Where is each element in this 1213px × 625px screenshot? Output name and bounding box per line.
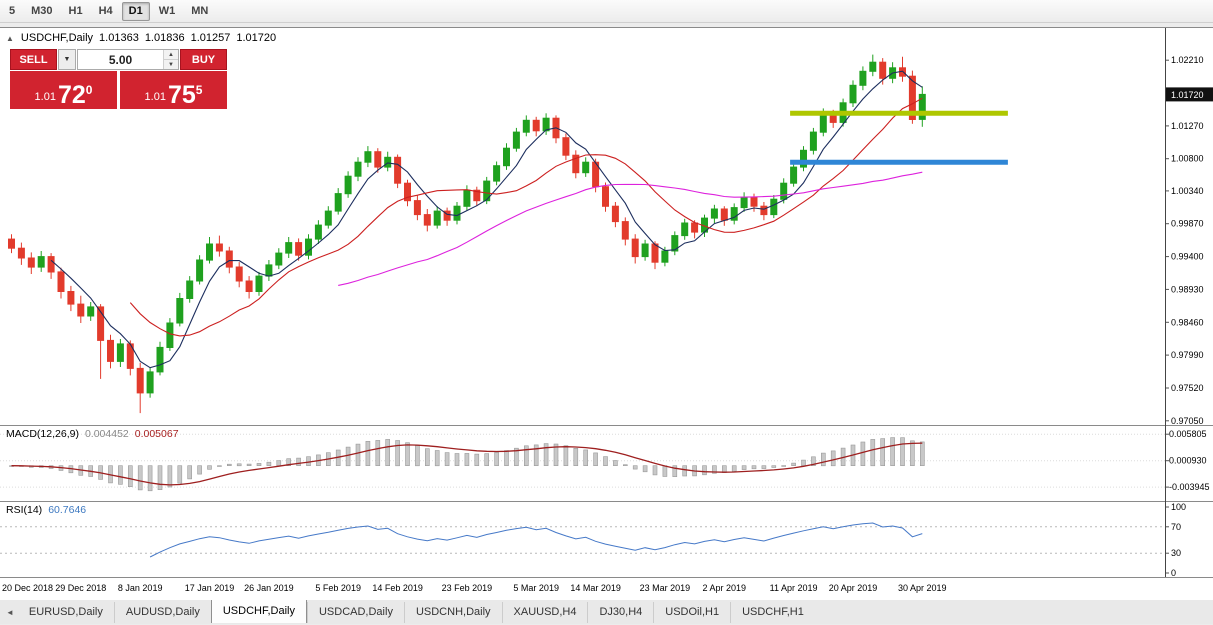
svg-text:0.97990: 0.97990 xyxy=(1171,350,1204,360)
ohlc-high: 1.01836 xyxy=(144,32,185,44)
rsi-indicator-panel[interactable]: 100 70 30 0 xyxy=(0,501,1213,577)
rsi-label: RSI(14) 60.7646 xyxy=(6,504,86,516)
caret-down-icon: ▼ xyxy=(63,56,71,63)
sell-quote-button[interactable]: 1.01 72 0 xyxy=(10,71,117,109)
svg-text:0: 0 xyxy=(1171,568,1176,577)
volume-increase-button[interactable]: ▲ xyxy=(164,50,178,60)
chart-symbol-label: USDCHF,Daily xyxy=(20,32,94,44)
timeframe-button-mn[interactable]: MN xyxy=(184,2,215,21)
date-axis-label: 29 Dec 2018 xyxy=(55,583,107,593)
date-axis-label: 14 Feb 2019 xyxy=(372,583,423,593)
date-axis[interactable]: 20 Dec 2018 29 Dec 2018 8 Jan 2019 17 Jan 2… xyxy=(0,577,1213,600)
sell-price-big-digits: 72 xyxy=(57,81,86,109)
svg-text:1.00800: 1.00800 xyxy=(1171,154,1204,164)
macd-signal-value: 0.005067 xyxy=(134,428,179,440)
timeframe-button-d1[interactable]: D1 xyxy=(121,1,150,21)
macd-name: MACD(12,26,9) xyxy=(6,428,79,440)
macd-label: MACD(12,26,9) 0.004452 0.005067 xyxy=(6,428,179,440)
volume-dropdown-button[interactable]: ▼ xyxy=(58,49,76,70)
svg-text:100: 100 xyxy=(1171,502,1186,512)
buy-button[interactable]: BUY xyxy=(180,49,227,70)
date-axis-label: 26 Jan 2019 xyxy=(244,583,294,593)
date-axis-label: 14 Mar 2019 xyxy=(570,583,621,593)
svg-text:1.01270: 1.01270 xyxy=(1171,121,1204,131)
date-axis-label: 23 Mar 2019 xyxy=(639,583,691,593)
ohlc-low: 1.01257 xyxy=(190,32,231,44)
buy-quote-button[interactable]: 1.01 75 5 xyxy=(120,71,227,109)
svg-text:0.97050: 0.97050 xyxy=(1171,416,1204,425)
timeframe-toolbar: 5 M30 H1 H4 D1 W1 MN xyxy=(0,0,1213,23)
chart-tab-usdchf-daily[interactable]: USDCHF,Daily xyxy=(210,599,307,623)
chart-tab-usdchf-h1[interactable]: USDCHF,H1 xyxy=(730,601,815,623)
ohlc-open: 1.01363 xyxy=(99,32,139,44)
chart-tab-dj30-h4[interactable]: DJ30,H4 xyxy=(587,601,653,623)
tab-scroll-left-icon[interactable]: ◄ xyxy=(6,607,14,617)
chart-tab-usdoil-h1[interactable]: USDOil,H1 xyxy=(653,601,730,623)
svg-text:0.98930: 0.98930 xyxy=(1171,284,1204,294)
svg-text:30: 30 xyxy=(1171,548,1181,558)
date-axis-label: 5 Mar 2019 xyxy=(513,583,559,593)
svg-text:70: 70 xyxy=(1171,522,1181,532)
svg-text:-0.003945: -0.003945 xyxy=(1169,482,1210,492)
date-axis-label: 5 Feb 2019 xyxy=(315,583,361,593)
chart-tab-audusd-daily[interactable]: AUDUSD,Daily xyxy=(113,601,211,623)
timeframe-button-h4[interactable]: H4 xyxy=(92,2,120,21)
one-click-trading-panel: SELL ▼ ▲ ▼ BUY 1.01720 1.017 xyxy=(10,49,227,109)
chart-tab-bar: ◄ EURUSD,Daily AUDUSD,Daily USDCHF,Daily US… xyxy=(0,599,1213,624)
svg-text:1.00340: 1.00340 xyxy=(1171,186,1204,196)
timeframe-button-w1[interactable]: W1 xyxy=(152,2,183,21)
macd-main-value: 0.004452 xyxy=(84,428,129,440)
chart-title: ▲ USDCHF,Daily 1.01363 1.01836 1.01257 1… xyxy=(6,32,276,44)
svg-text:1.01720: 1.01720 xyxy=(1171,90,1204,100)
rsi-name: RSI(14) xyxy=(6,504,43,516)
sell-price-pipette: 0 xyxy=(85,83,93,97)
macd-indicator-panel[interactable]: 0.005805 0.000930 -0.003945 xyxy=(0,425,1213,501)
buy-price-big-digits: 75 xyxy=(167,81,196,109)
buy-price-prefix: 1.01 xyxy=(144,91,166,103)
svg-text:1.02210: 1.02210 xyxy=(1171,55,1204,65)
trade-controls-row: SELL ▼ ▲ ▼ BUY xyxy=(10,49,227,70)
rsi-value: 60.7646 xyxy=(48,504,87,516)
timeframe-button-m30[interactable]: M30 xyxy=(24,2,59,21)
chart-workspace: ▲ USDCHF,Daily 1.01363 1.01836 1.01257 1… xyxy=(0,27,1213,600)
quote-row: 1.01 72 0 1.01 75 5 xyxy=(10,71,227,109)
svg-text:0.99400: 0.99400 xyxy=(1171,252,1204,262)
date-axis-label: 23 Feb 2019 xyxy=(441,583,493,593)
timeframe-button-group: 5 M30 H1 H4 D1 W1 MN xyxy=(2,1,215,21)
ohlc-close: 1.01720 xyxy=(236,32,277,44)
date-axis-label: 20 Dec 2018 xyxy=(2,583,54,593)
toolbar-gap xyxy=(0,23,1213,27)
buy-price-pipette: 5 xyxy=(195,83,203,97)
chart-tab-list: EURUSD,Daily AUDUSD,Daily USDCHF,Daily USDC… xyxy=(18,599,815,624)
date-axis-label: 17 Jan 2019 xyxy=(184,583,235,593)
volume-spinner: ▲ ▼ xyxy=(163,50,178,69)
date-axis-label: 20 Apr 2019 xyxy=(828,583,878,593)
timeframe-button-h1[interactable]: H1 xyxy=(62,2,90,21)
date-axis-label: 8 Jan 2019 xyxy=(117,583,163,593)
sell-button[interactable]: SELL xyxy=(10,49,57,70)
date-axis-label: 11 Apr 2019 xyxy=(769,583,818,593)
chart-tab-usdcnh-daily[interactable]: USDCNH,Daily xyxy=(403,601,502,623)
volume-input[interactable] xyxy=(78,50,163,69)
svg-text:0.99870: 0.99870 xyxy=(1171,219,1204,229)
collapse-chart-icon[interactable]: ▲ xyxy=(6,34,14,43)
svg-text:0.97520: 0.97520 xyxy=(1171,383,1204,393)
volume-decrease-button[interactable]: ▼ xyxy=(164,60,178,69)
svg-text:0.005805: 0.005805 xyxy=(1169,429,1207,439)
chart-tab-xauusd-h4[interactable]: XAUUSD,H4 xyxy=(501,601,588,623)
timeframe-button-5[interactable]: 5 xyxy=(2,2,22,21)
svg-text:0.000930: 0.000930 xyxy=(1169,456,1207,466)
sell-price-prefix: 1.01 xyxy=(34,91,56,103)
chart-tab-usdcad-daily[interactable]: USDCAD,Daily xyxy=(306,601,404,623)
svg-text:0.98460: 0.98460 xyxy=(1171,317,1204,327)
chart-tab-eurusd-daily[interactable]: EURUSD,Daily xyxy=(28,605,103,618)
date-axis-label: 2 Apr 2019 xyxy=(702,583,747,593)
date-axis-label: 30 Apr 2019 xyxy=(898,583,947,593)
volume-box: ▲ ▼ xyxy=(77,49,179,70)
